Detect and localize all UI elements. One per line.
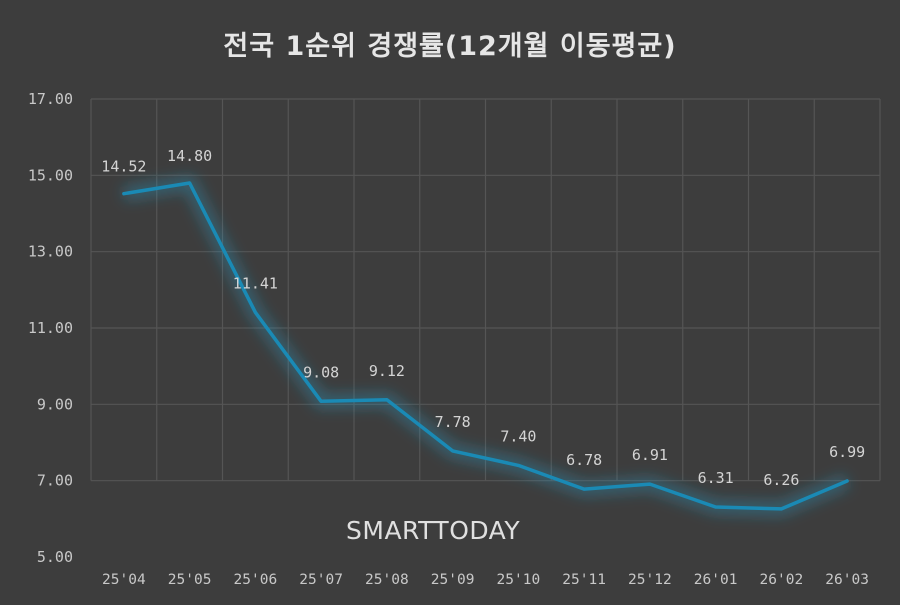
x-tick-label: 25'08 [365, 572, 409, 588]
watermark-logo: SMARTTODAY [346, 516, 521, 545]
data-label: 6.26 [763, 471, 799, 489]
y-tick-label: 17.00 [28, 90, 73, 108]
x-tick-label: 26'02 [760, 572, 804, 588]
data-label: 14.52 [101, 158, 146, 176]
data-label: 6.78 [566, 451, 602, 469]
y-tick-label: 7.00 [37, 472, 73, 490]
line-series [122, 181, 849, 511]
data-label: 11.41 [233, 274, 278, 292]
data-labels: 14.52 14.80 11.41 9.08 9.12 7.78 7.40 6.78 6.91 6… [101, 147, 865, 489]
data-label: 7.40 [500, 427, 536, 445]
x-tick-label: 25'12 [628, 572, 672, 588]
data-label: 14.80 [167, 147, 212, 165]
chart-title: 전국 1순위 경쟁률(12개월 이동평균) [223, 31, 677, 62]
y-tick-label: 13.00 [28, 243, 73, 261]
x-tick-label: 26'03 [825, 572, 869, 588]
x-tick-label: 25'10 [497, 572, 541, 588]
y-tick-label: 15.00 [28, 166, 73, 184]
y-tick-label: 5.00 [37, 548, 73, 566]
y-tick-label: 11.00 [28, 319, 73, 337]
data-label: 9.12 [369, 362, 405, 380]
x-tick-label: 26'01 [694, 572, 738, 588]
data-label: 9.08 [303, 363, 339, 381]
x-tick-label: 25'07 [299, 572, 343, 588]
data-label: 6.99 [829, 443, 865, 461]
data-series [122, 175, 850, 516]
y-tick-label: 9.00 [37, 395, 73, 413]
x-tick-label: 25'11 [562, 572, 606, 588]
y-axis: 17.00 15.00 13.00 11.00 9.00 7.00 5.00 [28, 90, 73, 566]
data-label: 6.91 [632, 446, 668, 464]
data-label: 6.31 [698, 469, 734, 487]
x-tick-label: 25'05 [168, 572, 212, 588]
data-label: 7.78 [435, 413, 471, 431]
x-axis: 25'04 25'05 25'06 25'07 25'08 25'09 25'10 25'11… [102, 572, 869, 588]
x-tick-label: 25'04 [102, 572, 146, 588]
x-tick-label: 25'06 [234, 572, 278, 588]
x-tick-label: 25'09 [431, 572, 475, 588]
